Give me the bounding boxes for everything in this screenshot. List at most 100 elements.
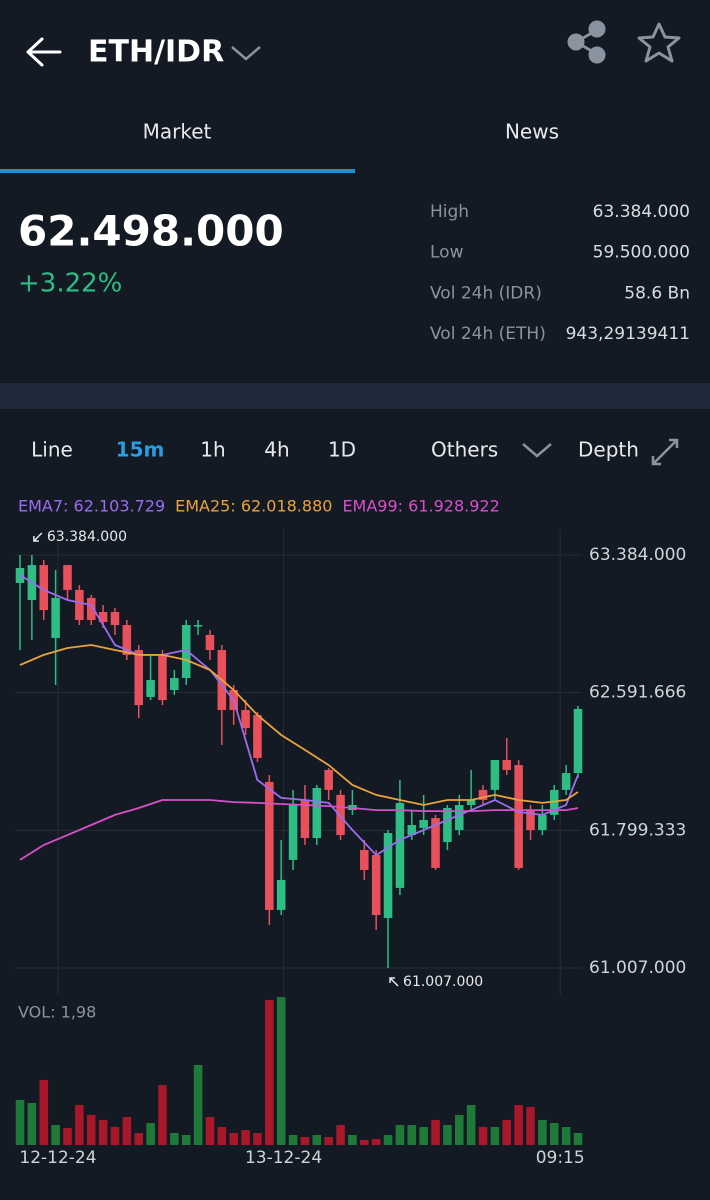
candle-body: [431, 818, 440, 868]
pair-dropdown[interactable]: [231, 46, 261, 61]
candle-body: [490, 760, 500, 790]
volume-bar: [63, 1127, 72, 1145]
volume-bar: [336, 1125, 345, 1145]
candle-body: [134, 650, 143, 706]
candle-body: [98, 611, 108, 623]
volume-bar: [371, 1139, 381, 1145]
candle-body: [502, 760, 512, 770]
volume-bar: [75, 1105, 84, 1145]
price-change: +3.22%: [18, 269, 122, 299]
volume-bar: [229, 1133, 238, 1145]
tab-market[interactable]: Market: [143, 120, 212, 144]
volume-bar: [514, 1105, 523, 1145]
others-dropdown[interactable]: [522, 443, 552, 458]
last-price: 62.498.000: [18, 207, 284, 256]
volume-bar: [526, 1107, 535, 1145]
annotation-arrow: [33, 532, 43, 542]
stat-value: 59.500.000: [593, 243, 690, 263]
others-menu[interactable]: Others: [431, 438, 498, 462]
volume-bar: [502, 1119, 512, 1145]
candle-body: [181, 625, 191, 679]
candle-body: [383, 832, 393, 918]
stat-value: 58.6 Bn: [624, 283, 690, 303]
candle-body: [39, 565, 49, 611]
volume-bar: [27, 1103, 37, 1145]
fullscreen-button[interactable]: [651, 438, 679, 466]
tab-news[interactable]: News: [505, 120, 559, 144]
candle-body: [514, 765, 523, 868]
candle-body: [455, 805, 464, 831]
volume-bar: [146, 1123, 155, 1145]
timeframe[interactable]: Line: [31, 438, 73, 462]
volume-bar: [431, 1119, 440, 1145]
annotation-label: 63.384.000: [47, 529, 127, 545]
separator: [0, 383, 710, 409]
volume-bar: [39, 1079, 49, 1145]
candle-body: [110, 611, 120, 626]
favorite-button[interactable]: [637, 22, 681, 63]
volume-bar: [360, 1139, 369, 1145]
volume-bar: [300, 1137, 310, 1145]
volume-bar: [395, 1125, 405, 1145]
back-button[interactable]: [26, 37, 62, 67]
y-tick-label: 63.384.000: [589, 545, 686, 565]
candle-body: [146, 679, 155, 697]
candle-body: [549, 789, 559, 815]
volume-bar: [86, 1115, 96, 1145]
pair-title[interactable]: ETH/IDR: [88, 35, 224, 70]
stat-value: 943,29139411: [566, 324, 690, 344]
depth-button[interactable]: Depth: [578, 438, 639, 462]
ema-legend: EMA99: 61.928.922: [342, 497, 499, 516]
share-button[interactable]: [567, 20, 606, 64]
ema-line: [19, 644, 579, 806]
x-tick-label: 09:15: [536, 1148, 585, 1168]
x-tick-label: 13-12-24: [245, 1148, 322, 1168]
candle-body: [336, 794, 345, 836]
candle-body: [75, 589, 84, 620]
candle-body: [312, 787, 322, 839]
timeframe[interactable]: 1h: [200, 438, 225, 462]
volume-bar: [205, 1117, 215, 1145]
volume-bar: [455, 1115, 464, 1145]
volume-bar: [98, 1119, 108, 1145]
volume-bar: [443, 1125, 452, 1145]
candle-body: [419, 819, 428, 828]
volume-bar: [312, 1135, 322, 1145]
volume-bar: [324, 1137, 333, 1145]
candle-body: [51, 597, 60, 639]
y-tick-label: 61.007.000: [589, 958, 686, 978]
candle-body: [324, 769, 333, 790]
annotation-arrow: [389, 977, 399, 987]
volume-bar: [348, 1135, 357, 1145]
volume-bar: [419, 1127, 428, 1145]
candle-body: [193, 625, 203, 627]
candle-body: [288, 805, 298, 860]
volume-bar: [15, 1099, 25, 1145]
candle-body: [561, 773, 571, 790]
ema-line: [19, 574, 579, 857]
candle-body: [122, 625, 132, 655]
volume-bar: [265, 999, 274, 1145]
candle-body: [466, 799, 476, 806]
stat-value: 63.384.000: [593, 202, 690, 222]
timeframe[interactable]: 1D: [328, 438, 356, 462]
candle-body: [170, 678, 179, 691]
volume-bar: [573, 1133, 583, 1145]
volume-bar: [158, 1085, 167, 1145]
volume-label: VOL: 1,98: [18, 1003, 96, 1022]
candle-body: [360, 850, 369, 871]
volume-bar: [134, 1133, 143, 1145]
volume-bar: [549, 1123, 559, 1145]
volume-bar: [51, 1125, 60, 1145]
volume-bar: [478, 1127, 488, 1145]
ema-legend: EMA7: 62.103.729: [18, 497, 165, 516]
timeframe[interactable]: 15m: [116, 438, 165, 462]
candle-body: [205, 634, 215, 651]
tab-indicator: [0, 169, 355, 173]
volume-bar: [241, 1129, 250, 1145]
volume-bar: [288, 1135, 298, 1145]
ema-legend: EMA25: 62.018.880: [175, 497, 332, 516]
timeframe[interactable]: 4h: [264, 438, 289, 462]
